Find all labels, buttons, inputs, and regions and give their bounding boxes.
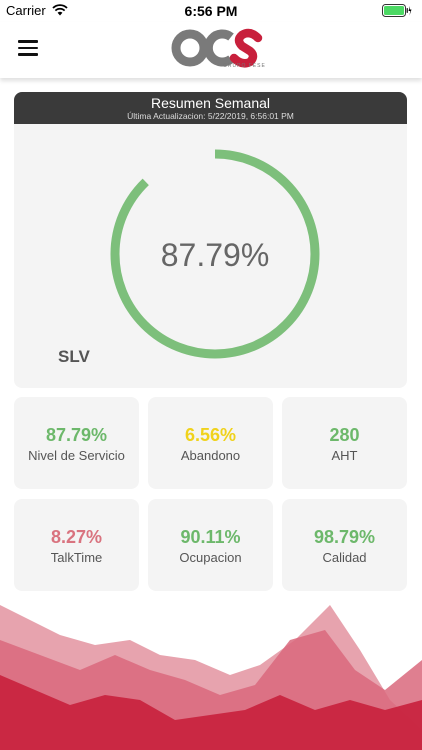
ocs-logo xyxy=(171,28,263,68)
wifi-icon xyxy=(52,4,68,16)
slv-label: SLV xyxy=(58,347,90,366)
decorative-waves xyxy=(0,605,422,750)
metric-label: Nivel de Servicio xyxy=(28,448,125,463)
metric-tile-abandono[interactable]: 6.56% Abandono xyxy=(148,397,273,489)
slv-gauge-value: 87.79% xyxy=(160,237,270,273)
metric-value: 8.27% xyxy=(50,527,103,547)
status-time: 6:56 PM xyxy=(184,3,238,19)
metric-label: Calidad xyxy=(322,550,367,565)
summary-header: Resumen Semanal Última Actualizacion: 5/… xyxy=(14,92,407,124)
slv-gauge-arc xyxy=(110,149,320,359)
metric-value: 6.56% xyxy=(184,425,237,445)
metric-value: 87.79% xyxy=(45,425,108,445)
metric-label: Abandono xyxy=(180,448,241,463)
metric-value: 90.11% xyxy=(180,527,241,547)
metric-label: TalkTime xyxy=(50,550,103,565)
last-updated-label: Última Actualizacion: 5/22/2019, 6:56:01… xyxy=(127,111,294,121)
metric-tile-aht[interactable]: 280 AHT xyxy=(282,397,407,489)
metric-tile-nivel-servicio[interactable]: 87.79% Nivel de Servicio xyxy=(14,397,139,489)
top-nav-bar: GRUPO FESE xyxy=(0,22,422,78)
metric-label: AHT xyxy=(331,448,358,463)
summary-card: Resumen Semanal Última Actualizacion: 5/… xyxy=(14,92,407,388)
metric-tile-ocupacion[interactable]: 90.11% Ocupacion xyxy=(148,499,273,591)
metric-tile-calidad[interactable]: 98.79% Calidad xyxy=(282,499,407,591)
metric-value: 98.79% xyxy=(313,527,376,547)
hamburger-menu-icon[interactable] xyxy=(18,40,38,56)
metric-tile-talktime[interactable]: 8.27% TalkTime xyxy=(14,499,139,591)
summary-title: Resumen Semanal xyxy=(150,95,271,111)
slv-gauge xyxy=(110,149,320,359)
logo-subtext: GRUPO FESE xyxy=(223,63,266,69)
metric-value: 280 xyxy=(329,425,360,445)
metric-label: Ocupacion xyxy=(179,550,242,565)
battery-icon xyxy=(382,4,412,17)
status-bar: Carrier 6:56 PM xyxy=(0,0,422,22)
carrier-label: Carrier xyxy=(6,3,46,18)
